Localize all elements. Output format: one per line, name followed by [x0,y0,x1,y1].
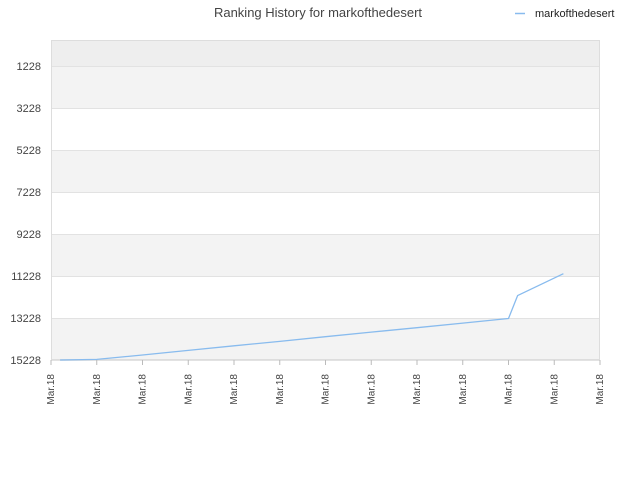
y-tick-label: 3228 [17,103,41,115]
x-tick-label: Mar.18 [138,374,149,405]
x-tick-label: Mar.18 [321,374,332,405]
y-tick-label: 9228 [17,229,41,241]
x-tick-label: Mar.18 [275,374,286,405]
plot-band [51,234,600,276]
y-tick-label: 13228 [10,313,41,325]
y-tick-label: 5228 [17,145,41,157]
plot-band [51,40,600,66]
y-axis: 1228 3228 5228 7228 9228 11228 13228 15228 [10,61,41,367]
plot-border [51,40,600,360]
x-tick-label: Mar.18 [92,374,103,405]
y-tick-label: 11228 [11,271,41,283]
x-tick-label: Mar.18 [183,374,194,405]
y-tick-label: 15228 [10,355,41,367]
x-tick-label: Mar.18 [458,374,469,405]
x-tick-label: Mar.18 [366,374,377,405]
plot-background-bands [51,40,600,360]
x-tick-label: Mar.18 [412,374,423,405]
y-tick-label: 7228 [17,187,41,199]
plot-band [51,318,600,360]
x-tick-label: Mar.18 [46,374,57,405]
series-line [60,273,564,361]
chart-title: Ranking History for markofthedesert [214,5,422,20]
x-axis: Mar.18 Mar.18 Mar.18 Mar.18 Mar.18 Mar.18 Mar.… [46,360,606,405]
plot-band [51,66,600,108]
plot-band [51,150,600,192]
legend-label: markofthedesert [535,8,614,20]
x-tick-label: Mar.18 [549,374,560,405]
y-tick-label: 1228 [17,61,41,73]
x-tick-label: Mar.18 [229,374,240,405]
series-layer [60,273,564,361]
legend: markofthedesert [515,8,614,20]
x-tick-label: Mar.18 [595,374,606,405]
x-tick-label: Mar.18 [504,374,515,405]
